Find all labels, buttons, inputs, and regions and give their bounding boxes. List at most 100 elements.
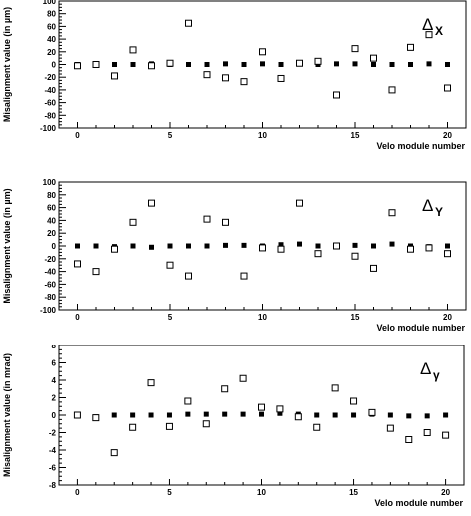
open-square-point	[370, 54, 377, 62]
filled-square-point	[424, 413, 430, 419]
chart-panel-delta-y: 0 5 10 15 20 -100 -80 -60 -40 -20 0 20 40 60 80 100 Velo…	[2, 178, 467, 333]
legend-box	[416, 185, 464, 225]
filled-square-point	[148, 412, 154, 418]
open-square-point	[129, 423, 137, 431]
y-tick-label: -80	[44, 111, 56, 120]
filled-square-point	[406, 413, 412, 419]
filled-square-point	[371, 243, 376, 249]
y-tick-label: -8	[49, 481, 57, 490]
y-tick-label: -40	[44, 268, 56, 277]
open-square-point	[258, 403, 265, 411]
open-square-point	[222, 218, 229, 226]
open-square-point	[240, 272, 248, 280]
open-square-point	[386, 424, 394, 432]
x-axis-title: Velo module number	[376, 323, 465, 333]
y-tick-label: 0	[52, 242, 57, 251]
filled-square-point	[260, 61, 265, 67]
filled-square-point	[443, 412, 449, 418]
filled-square-point	[240, 411, 246, 417]
open-square-point	[73, 411, 81, 419]
filled-square-point	[203, 411, 209, 417]
open-square-point	[423, 429, 431, 436]
filled-square-point	[315, 243, 321, 249]
x-tick-label: 0	[75, 488, 80, 497]
x-tick-label: 10	[258, 313, 267, 322]
open-square-point	[350, 397, 358, 405]
legend-delta-symbol: Δ	[422, 196, 433, 215]
open-square-point	[259, 48, 266, 56]
y-tick-label: 0	[52, 61, 57, 70]
legend-subscript: X	[435, 24, 443, 38]
filled-square-point	[185, 411, 191, 417]
x-tick-label: 0	[75, 313, 80, 322]
x-tick-label: 5	[167, 488, 172, 497]
open-square-point	[351, 45, 359, 53]
y-tick-label: 20	[47, 48, 56, 57]
filled-square-point	[277, 410, 283, 416]
open-square-point	[129, 46, 137, 54]
filled-square-point	[93, 243, 99, 249]
open-square-point	[111, 245, 118, 253]
y-axis-title: Misalignment value (in mrad)	[2, 353, 12, 477]
filled-square-point	[186, 243, 191, 249]
filled-square-point	[241, 62, 247, 67]
open-square-point	[185, 272, 192, 280]
open-square-point	[277, 74, 285, 82]
y-tick-label: -60	[44, 280, 56, 289]
open-square-point	[147, 379, 155, 387]
x-tick-label: 20	[443, 131, 452, 140]
x-tick-label: 15	[351, 313, 360, 322]
filled-square-point	[408, 62, 413, 67]
x-axis-title: Velo module number	[374, 498, 463, 508]
y-tick-label: -80	[44, 293, 56, 302]
filled-square-point	[241, 242, 247, 248]
y-tick-label: 80	[47, 10, 56, 19]
filled-square-point	[297, 241, 302, 247]
filled-square-point	[166, 412, 172, 418]
filled-square-point	[75, 243, 80, 249]
open-square-point	[370, 264, 377, 272]
open-square-point	[92, 414, 100, 422]
chart-panel-delta-gamma: 0 5 10 15 20 -8 -6 -4 -2 0 2 4 6 8 Velo module number M…	[2, 345, 465, 508]
y-tick-label: 2	[52, 394, 57, 403]
y-tick-label: 100	[43, 0, 57, 6]
open-square-point	[314, 57, 322, 65]
y-tick-label: 4	[52, 376, 57, 385]
x-tick-label: 20	[443, 313, 452, 322]
legend-subscript: Y	[435, 205, 443, 219]
chart-panel-delta-x: 0 5 10 15 20 -100 -80 -60 -40 -20 0 20 40 60 80 100 Velo…	[2, 0, 467, 151]
open-square-point	[92, 61, 100, 68]
y-axis-title: Misalignment value (in µm)	[2, 188, 12, 303]
y-axis-title: Misalignment value (in µm)	[2, 7, 12, 122]
filled-square-point	[149, 244, 154, 250]
y-tick-label: -20	[44, 255, 56, 264]
filled-square-point	[223, 242, 228, 248]
y-tick-label: -40	[44, 86, 56, 95]
open-square-point	[296, 59, 303, 67]
open-square-point	[166, 59, 174, 67]
open-square-point	[276, 405, 284, 413]
legend-subscript: γ	[433, 368, 440, 382]
filled-square-point	[389, 241, 395, 247]
legend-box	[414, 348, 462, 388]
open-square-point	[221, 385, 229, 393]
open-square-point	[425, 244, 433, 252]
filled-square-point	[389, 62, 395, 67]
open-square-point	[388, 86, 396, 94]
open-square-point	[165, 422, 173, 430]
y-tick-label: 100	[43, 178, 57, 187]
open-square-point	[314, 250, 322, 258]
open-square-point	[240, 78, 248, 86]
open-square-point	[405, 436, 413, 443]
filled-square-point	[278, 62, 284, 67]
filled-square-point	[426, 61, 432, 67]
legend-delta-symbol: Δ	[420, 359, 431, 378]
open-square-point	[74, 62, 81, 70]
filled-square-point	[387, 412, 393, 418]
open-square-point	[166, 261, 174, 269]
open-square-point	[92, 268, 100, 276]
x-tick-label: 5	[168, 131, 173, 140]
y-tick-label: -100	[40, 306, 57, 315]
filled-square-point	[352, 61, 358, 67]
open-square-point	[111, 72, 118, 80]
